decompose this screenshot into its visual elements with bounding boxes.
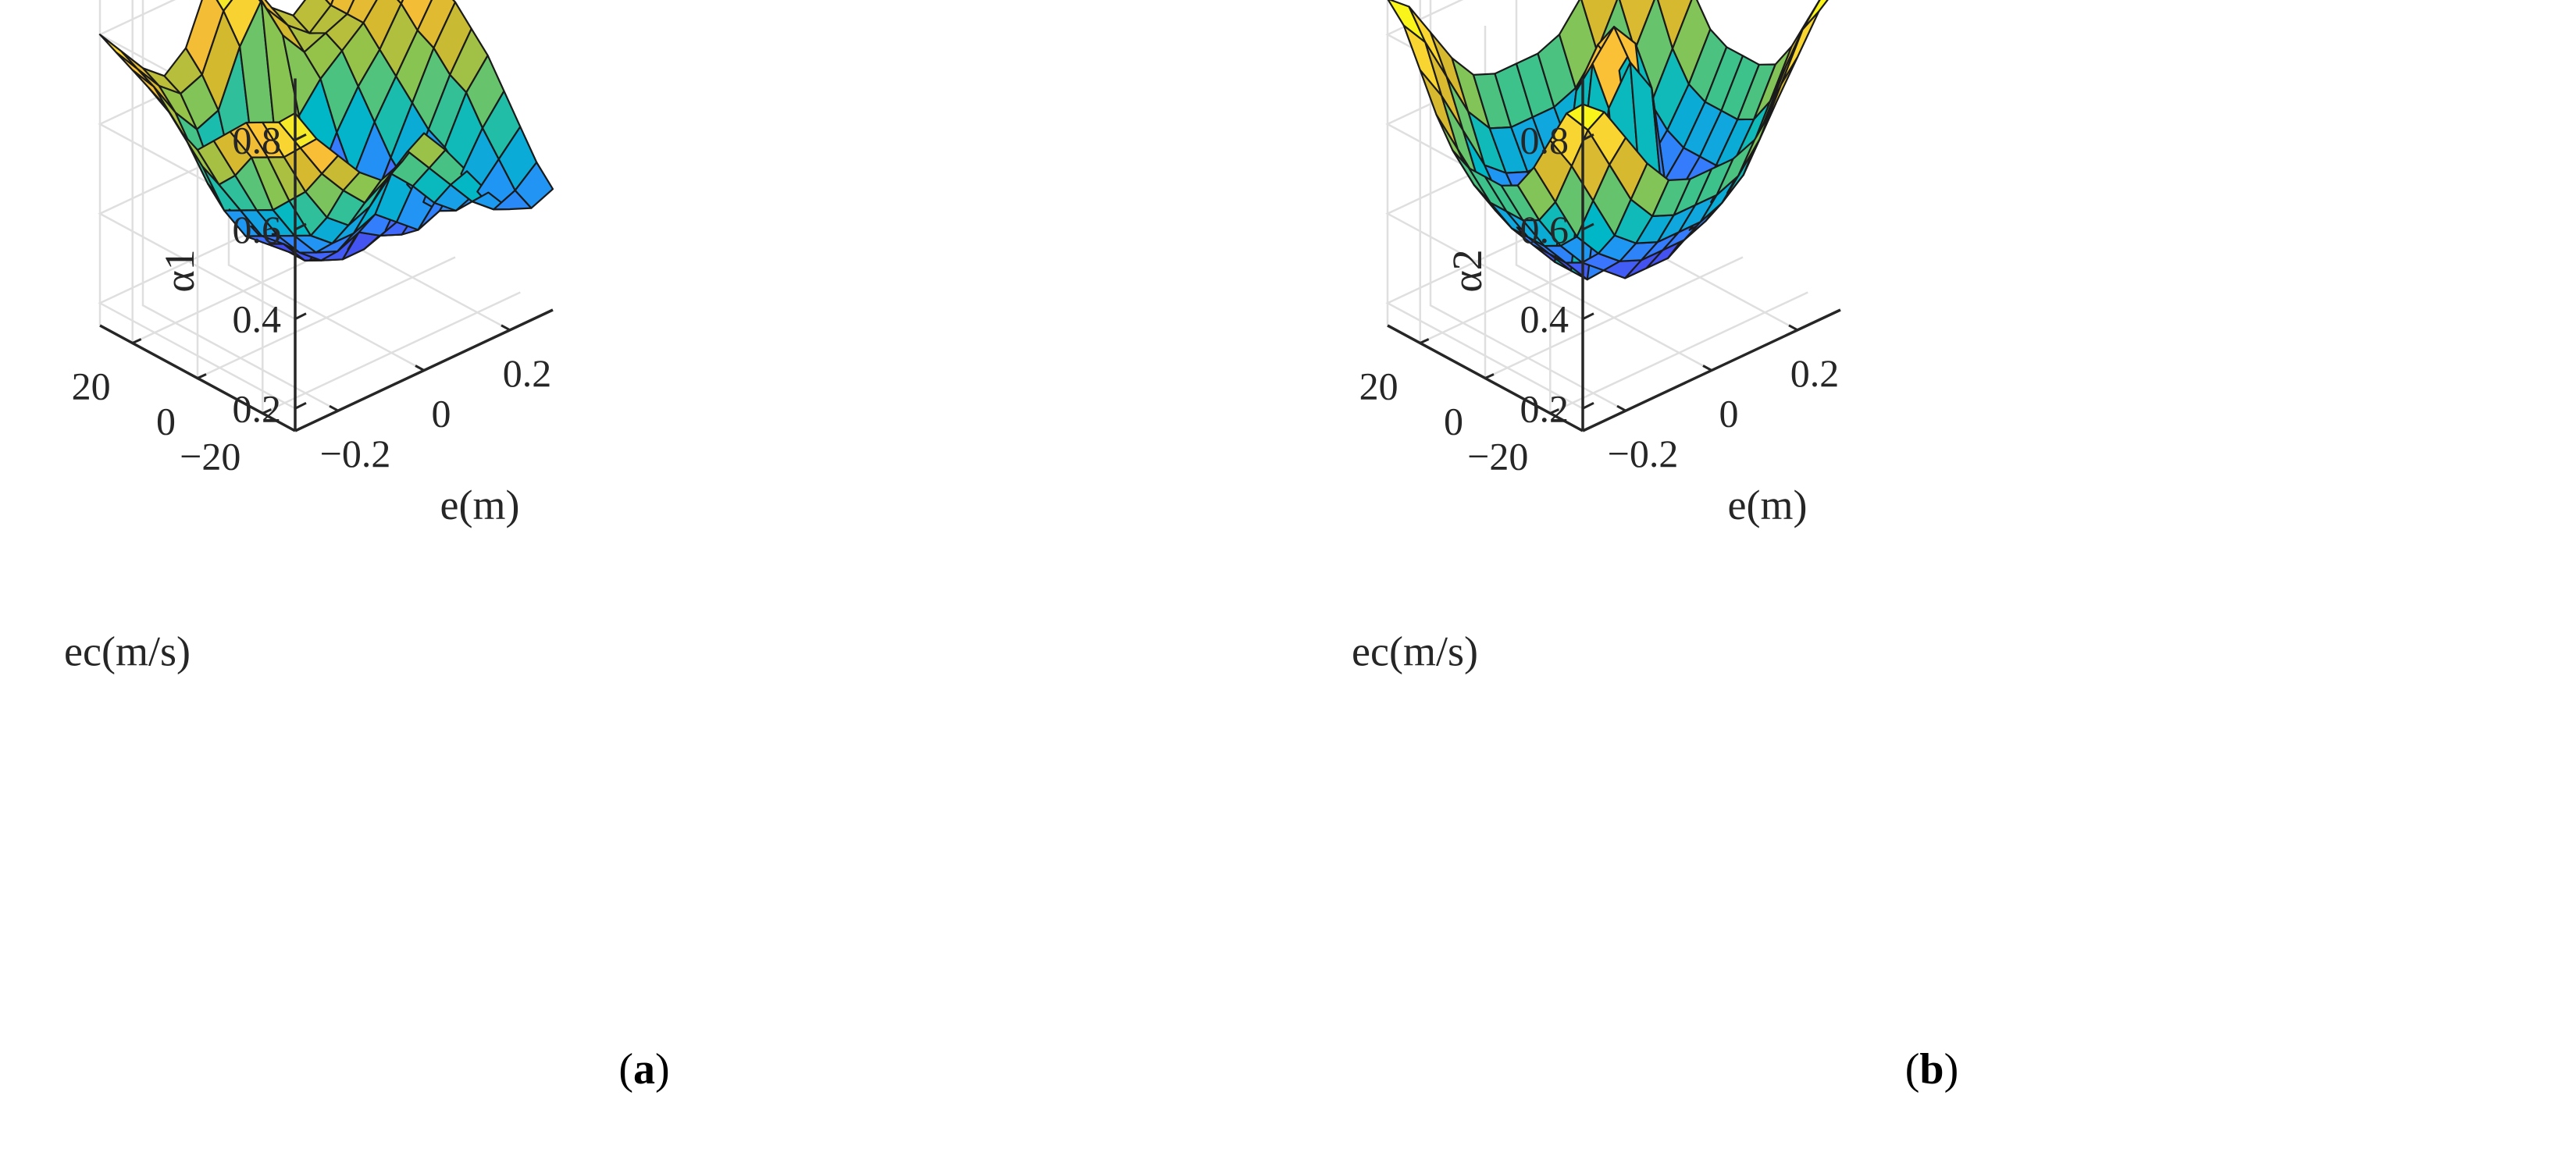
ec-tick-mark <box>262 408 272 414</box>
e-axis-label: e(m) <box>440 482 520 528</box>
z-tick-mark <box>294 222 307 231</box>
e-tick-label: 0 <box>1719 392 1739 436</box>
caption-a: (a) <box>618 1045 670 1094</box>
e-tick-label: 0.2 <box>1790 351 1840 395</box>
ec-tick-label: 20 <box>72 365 111 408</box>
surface-patch <box>346 0 378 24</box>
ec-tick-label: −20 <box>1467 435 1528 478</box>
z-tick-mark <box>294 312 307 321</box>
e-tick-mark <box>329 404 339 412</box>
ec-axis-label: ec(m/s) <box>1352 628 1478 675</box>
e-tick-label: 0 <box>432 392 451 436</box>
z-tick-label: 0.8 <box>233 118 282 162</box>
z-tick-label: 0.2 <box>1520 386 1569 430</box>
z-tick-label: 0.6 <box>1520 208 1569 251</box>
e-tick-label: −0.2 <box>320 432 391 475</box>
e-tick-label: −0.2 <box>1608 432 1679 475</box>
surface-patch <box>216 0 233 12</box>
surface-patch <box>514 161 554 209</box>
z-tick-mark <box>1582 401 1594 410</box>
ec-tick-mark <box>1420 338 1430 344</box>
ec-tick-label: 0 <box>1444 400 1463 443</box>
e-tick-mark <box>1788 324 1798 332</box>
ec-tick-mark <box>132 338 142 344</box>
z-tick-mark <box>294 401 307 410</box>
z-tick-label: 0.4 <box>1520 297 1569 341</box>
surface-mesh <box>1387 0 1829 281</box>
gridline-x <box>1515 0 1712 372</box>
e-tick-label: 0.2 <box>503 351 552 395</box>
ec-tick-mark <box>1549 408 1559 414</box>
e-axis-label: e(m) <box>1728 482 1808 528</box>
ec-tick-label: 0 <box>156 400 176 443</box>
e-tick-mark <box>1702 365 1712 372</box>
ec-tick-mark <box>197 373 207 379</box>
z-tick-mark <box>1582 133 1594 141</box>
z-tick-label: 0.6 <box>233 208 282 251</box>
e-tick-mark <box>1616 404 1626 412</box>
e-tick-mark <box>415 365 425 372</box>
z-axis-label: α1 <box>156 249 203 292</box>
surface-patch <box>400 0 433 31</box>
e-tick-mark <box>501 324 511 332</box>
z-tick-label: 0.8 <box>1520 118 1569 162</box>
ec-tick-mark <box>1484 373 1495 379</box>
surface-plot-a-panel: 0.2 0.4 0.6 0.8 −0.2 0 0.2 −20 0 20 α1 e(m) ec(m/s) … <box>64 0 670 1094</box>
surface-plot-b-panel: 0.2 0.4 0.6 0.8 −0.2 0 0.2 −20 0 20 α2 e(m) ec(m/s) … <box>1288 0 2576 1156</box>
surface-mesh <box>98 0 554 261</box>
surface-patch <box>1801 0 1829 30</box>
ec-tick-label: 20 <box>1359 365 1398 408</box>
z-tick-label: 0.2 <box>233 386 282 430</box>
z-tick-mark <box>1582 222 1594 231</box>
ec-axis-label: ec(m/s) <box>64 628 191 675</box>
z-tick-mark <box>1582 312 1594 321</box>
caption-b: (b) <box>1904 1045 1959 1094</box>
z-tick-label: 0.4 <box>233 297 282 341</box>
ec-tick-label: −20 <box>180 435 240 478</box>
z-axis-label: α2 <box>1444 249 1491 292</box>
z-tick-mark <box>294 133 307 141</box>
surface-patch <box>1780 10 1820 85</box>
